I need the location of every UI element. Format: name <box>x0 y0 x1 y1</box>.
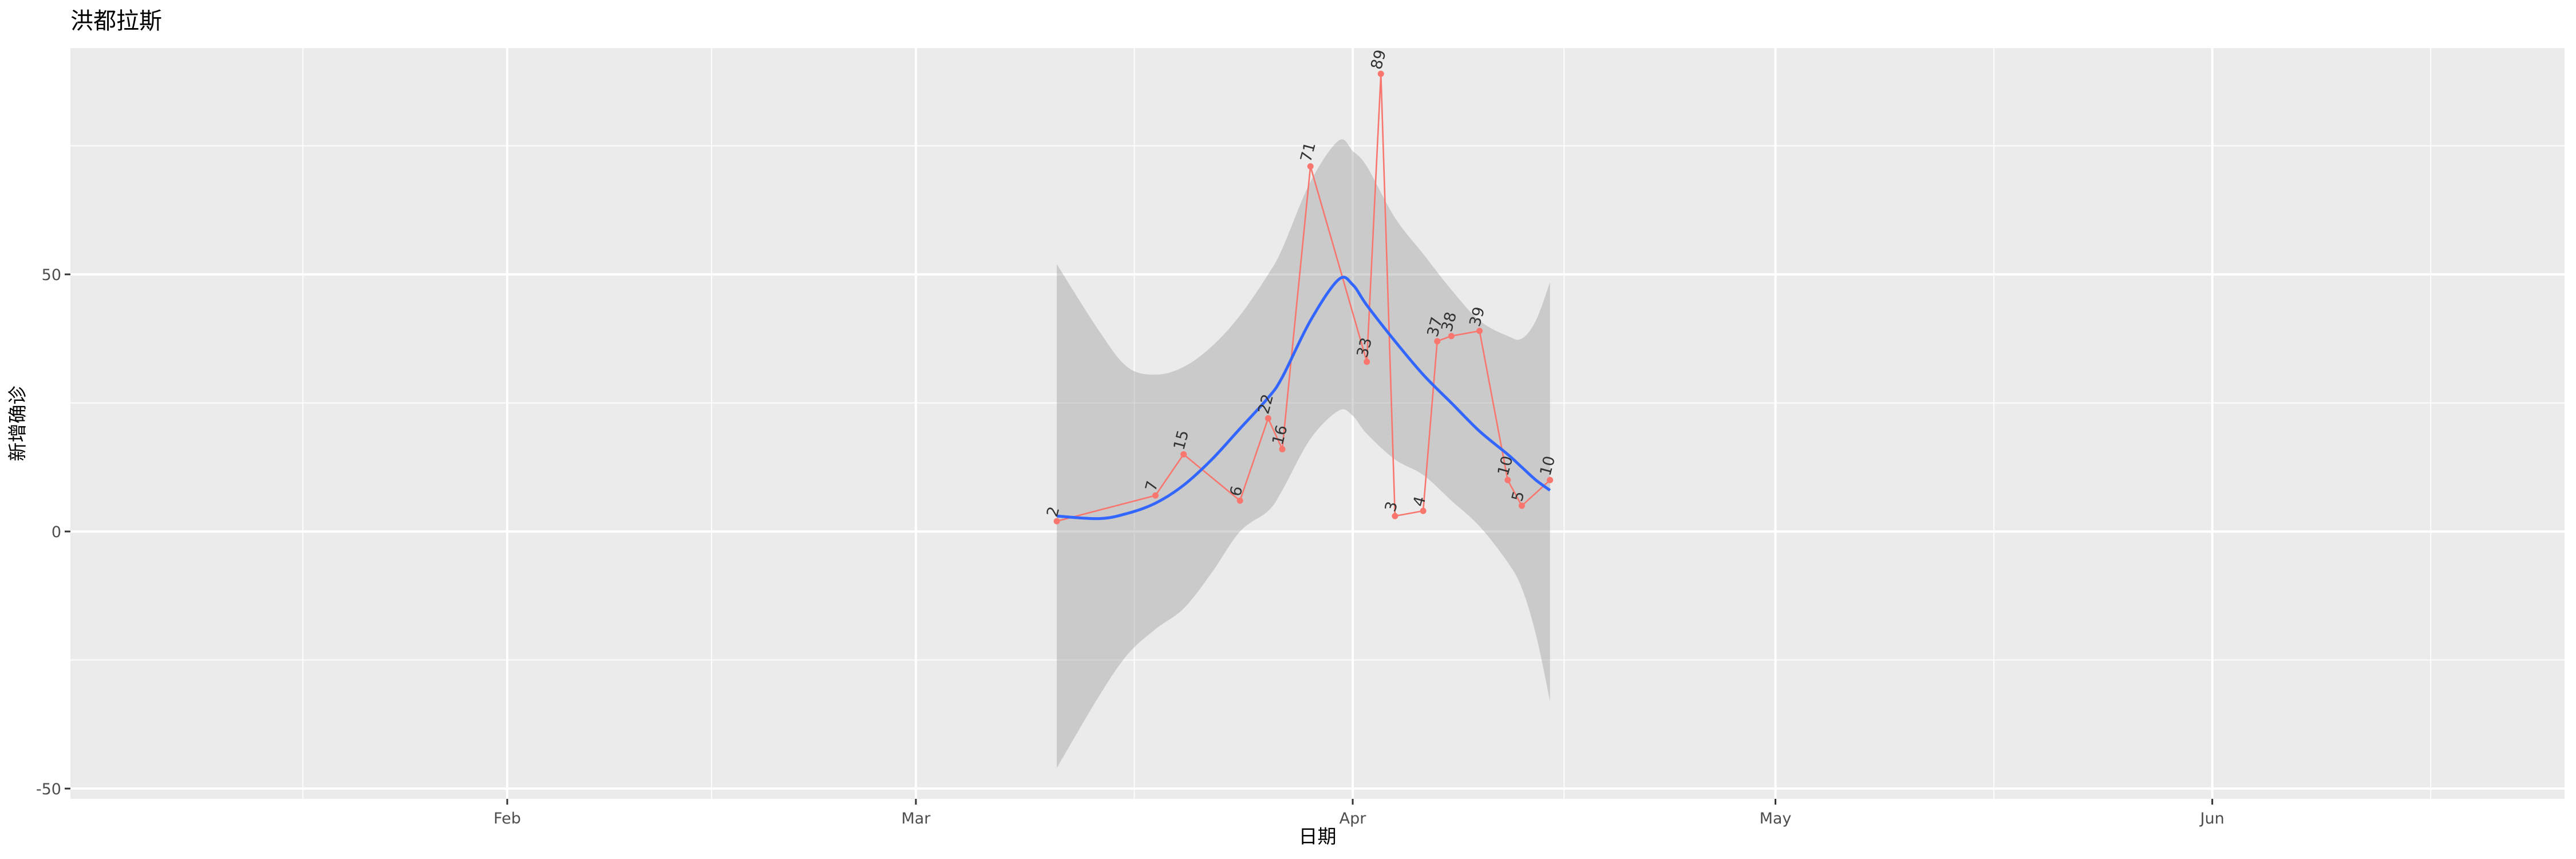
minor-gridlines <box>70 48 2565 799</box>
x-tick-label: Jun <box>2199 810 2225 828</box>
data-point <box>1307 163 1314 170</box>
data-point <box>1265 415 1271 422</box>
data-point <box>1547 476 1554 483</box>
data-point <box>1279 446 1286 452</box>
y-tick-label: 0 <box>52 523 61 541</box>
data-point <box>1377 70 1384 77</box>
major-gridlines <box>70 48 2565 799</box>
x-tick-label: Feb <box>493 810 521 828</box>
x-axis-title: 日期 <box>1299 825 1337 848</box>
axis-ticks <box>65 273 2214 805</box>
data-point <box>1236 497 1243 504</box>
x-tick-label: Apr <box>1340 810 1367 828</box>
data-point <box>1180 451 1187 458</box>
chart-title: 洪都拉斯 <box>70 8 162 34</box>
smooth-trend-line <box>1056 275 1551 521</box>
x-tick-label: May <box>1760 810 1792 828</box>
confidence-ribbon <box>1057 139 1550 769</box>
data-point <box>1448 333 1455 340</box>
data-points <box>1053 70 1554 525</box>
data-point <box>1420 507 1427 514</box>
data-point <box>1434 338 1441 345</box>
y-tick-label: 50 <box>42 266 61 284</box>
data-point <box>1152 492 1159 499</box>
x-tick-label: Mar <box>901 810 931 828</box>
data-point <box>1053 518 1060 525</box>
data-point <box>1518 502 1525 509</box>
axis-tick-labels: Feb Mar Apr May Jun -50 0 50 <box>36 266 2225 828</box>
data-point <box>1476 328 1483 334</box>
y-axis-title: 新增确诊 <box>6 386 29 462</box>
plot-panel <box>70 48 2565 799</box>
data-point <box>1504 476 1511 483</box>
data-point <box>1364 358 1370 365</box>
y-tick-label: -50 <box>36 781 61 798</box>
data-point <box>1392 513 1398 519</box>
